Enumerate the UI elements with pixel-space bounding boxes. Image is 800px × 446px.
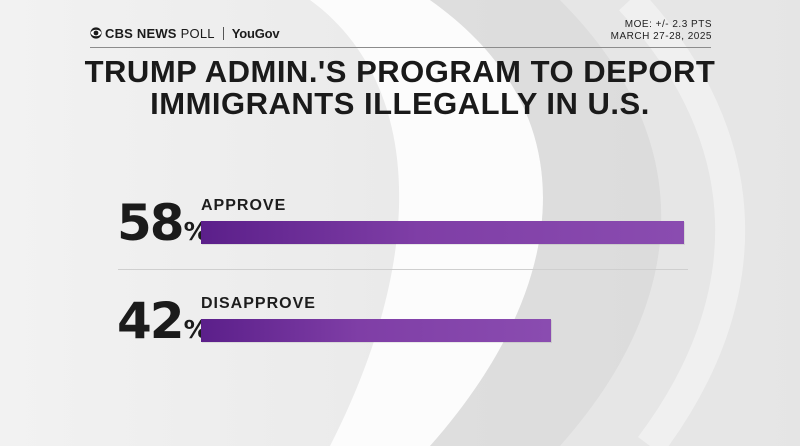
approve-label: APPROVE xyxy=(201,197,287,214)
poll-dates: MARCH 27-28, 2025 xyxy=(610,31,712,42)
brand-cbs-news: CBS NEWS xyxy=(105,25,177,41)
chart-title: TRUMP ADMIN.'S PROGRAM TO DEPORT IMMIGRA… xyxy=(84,54,716,121)
approve-value-number: 58 xyxy=(117,194,185,252)
margin-of-error: MOE: +/- 2.3 PTS xyxy=(624,19,712,30)
disapprove-bar xyxy=(201,319,551,342)
disapprove-value: 42% xyxy=(117,296,209,355)
brand-separator xyxy=(222,26,224,40)
approve-value: 58% xyxy=(117,198,209,257)
approve-bar xyxy=(201,221,684,244)
disapprove-value-number: 42 xyxy=(117,292,185,350)
poll-info: MOE: +/- 2.3 PTS MARCH 27-28, 2025 xyxy=(611,19,712,43)
cbs-eye-icon xyxy=(90,27,102,39)
disapprove-label: DISAPPROVE xyxy=(201,295,316,312)
brand-poll: POLL xyxy=(180,25,215,41)
brand-yougov: YouGov xyxy=(231,25,280,41)
header-rule xyxy=(90,47,711,48)
divider-rule xyxy=(118,269,688,270)
brand-logo: CBS NEWS POLL YouGov xyxy=(90,24,280,42)
